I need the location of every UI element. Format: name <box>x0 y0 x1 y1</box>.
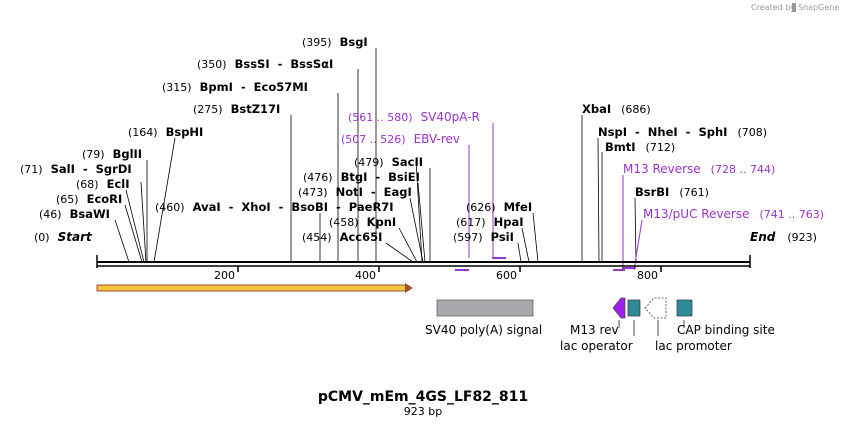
site-ecori[interactable]: (65) EcoRI <box>56 192 122 206</box>
label-m13-rev: M13 rev <box>570 323 619 337</box>
site-xbai[interactable]: XbaI (686) <box>582 102 651 116</box>
sequence-backbone <box>96 255 751 268</box>
label-sv40-polya: SV40 poly(A) signal <box>425 323 542 337</box>
tick-label-800: 800 <box>637 269 658 282</box>
site-kpni[interactable]: (458) KpnI <box>329 215 396 229</box>
site-bmti[interactable]: BmtI (712) <box>605 140 675 154</box>
primer-ebv-rev[interactable]: (507 .. 526) EBV-rev <box>341 132 460 146</box>
site-sali[interactable]: (71) SalI - SgrDI <box>20 162 132 176</box>
primer-m13-puc-reverse[interactable]: M13/pUC Reverse (741 .. 763) <box>643 207 824 221</box>
snapgene-logo: SnapGene <box>792 3 839 12</box>
feature-m13-rev[interactable] <box>612 297 626 319</box>
plasmid-length: 923 bp <box>404 405 442 418</box>
site-psii[interactable]: (597) PsiI <box>453 230 514 244</box>
tick-label-200: 200 <box>214 269 235 282</box>
orf-arrow[interactable] <box>96 283 413 293</box>
site-bsssi[interactable]: (350) BssSI - BssSαI <box>197 57 333 71</box>
site-bglii[interactable]: (79) BglII <box>82 147 142 161</box>
ruler: 200 400 600 800 <box>214 266 662 282</box>
site-connectors <box>114 48 637 263</box>
site-bsrbi[interactable]: BsrBI (761) <box>635 185 709 199</box>
created-by-text: Created by <box>751 3 795 12</box>
site-noti[interactable]: (473) NotI - EagI <box>298 185 412 199</box>
plasmid-title: pCMV_mEm_4GS_LF82_811 <box>318 389 528 405</box>
site-nspi[interactable]: NspI - NheI - SphI (708) <box>598 125 767 139</box>
site-avai[interactable]: (460) AvaI - XhoI - BsoBI - PaeR7I <box>155 200 394 214</box>
end-label: End (923) <box>750 230 817 244</box>
site-mfei[interactable]: (626) MfeI <box>466 200 532 214</box>
feature-sv40-polya[interactable] <box>436 299 534 317</box>
primer-labels: (561 .. 580) SV40pA-R (507 .. 526) EBV-rev… <box>341 110 824 221</box>
label-lac-operator: lac operator <box>560 339 633 353</box>
primer-connectors <box>468 123 643 271</box>
site-bsphi[interactable]: (164) BspHI <box>128 125 203 139</box>
site-hpai[interactable]: (617) HpaI <box>456 215 524 229</box>
primer-m13-reverse[interactable]: M13 Reverse (728 .. 744) <box>623 162 775 176</box>
feature-lac-promoter[interactable] <box>644 297 667 319</box>
tick-label-400: 400 <box>355 269 376 282</box>
feature-cap-binding-site[interactable] <box>676 299 693 317</box>
site-bsgi[interactable]: (395) BsgI <box>302 35 368 49</box>
site-bstz17i[interactable]: (275) BstZ17I <box>193 102 280 116</box>
site-bpmi[interactable]: (315) BpmI - Eco57MI <box>162 80 308 94</box>
restriction-sites: (395) BsgI (350) BssSI - BssSαI (315) BpmI … <box>20 35 767 244</box>
site-bsawi[interactable]: (46) BsaWI <box>39 207 110 221</box>
label-lac-promoter: lac promoter <box>655 339 732 353</box>
primer-sv40pa-r[interactable]: (561 .. 580) SV40pA-R <box>348 110 480 124</box>
tick-label-600: 600 <box>496 269 517 282</box>
primer-arrows <box>455 257 636 271</box>
site-btgi[interactable]: (476) BtgI - BsiEI <box>303 170 420 184</box>
site-ecli[interactable]: (68) EclI <box>76 177 130 191</box>
start-label: (0) Start <box>34 230 93 244</box>
feature-lac-operator[interactable] <box>627 299 641 317</box>
snapgene-brand-text: SnapGene <box>798 3 839 12</box>
site-acc65i[interactable]: (454) Acc65I <box>302 230 382 244</box>
label-cap-binding-site: CAP binding site <box>677 323 775 337</box>
site-sacii[interactable]: (479) SacII <box>354 155 423 169</box>
